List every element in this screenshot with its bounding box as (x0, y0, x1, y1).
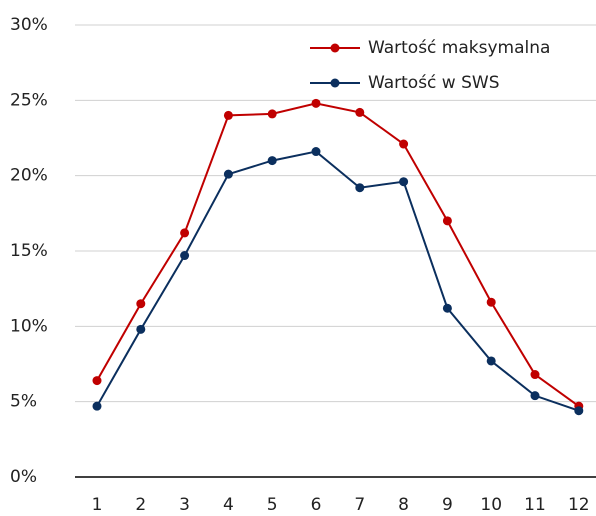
point (355, 107, 365, 117)
x-tick-label: 6 (311, 495, 322, 515)
legend-label: Wartość w SWS (368, 73, 500, 93)
x-tick-label: 3 (179, 495, 190, 515)
point (92, 401, 102, 411)
x-tick-label: 10 (480, 495, 502, 515)
x-tick-label: 8 (398, 495, 409, 515)
x-tick-label: 1 (92, 495, 103, 515)
point (223, 169, 233, 179)
point (267, 109, 277, 119)
point (486, 356, 496, 366)
y-tick-label: 10% (10, 316, 48, 336)
point (267, 156, 277, 166)
point (399, 139, 409, 149)
point (530, 391, 540, 401)
point (136, 299, 146, 309)
point (136, 324, 146, 334)
x-tick-label: 12 (568, 495, 590, 515)
series-line (96, 102, 580, 407)
x-tick-label: 7 (354, 495, 365, 515)
y-tick-label: 15% (10, 241, 48, 261)
point (92, 376, 102, 386)
point (574, 406, 584, 416)
legend-marker (330, 78, 340, 88)
y-tick-label: 30% (10, 15, 48, 35)
legend-marker (330, 43, 340, 53)
x-tick-label: 5 (267, 495, 278, 515)
point (311, 98, 321, 108)
point (223, 110, 233, 120)
point (486, 297, 496, 307)
y-tick-label: 0% (10, 467, 37, 487)
legend-label: Wartość maksymalna (368, 38, 550, 58)
point (180, 228, 190, 238)
point (399, 177, 409, 187)
point (355, 183, 365, 193)
point (530, 370, 540, 380)
point (442, 303, 452, 313)
x-tick-label: 9 (442, 495, 453, 515)
x-tick-label: 2 (135, 495, 146, 515)
x-tick-label: 4 (223, 495, 234, 515)
x-tick-label: 11 (524, 495, 546, 515)
y-tick-label: 20% (10, 166, 48, 186)
y-tick-label: 5% (10, 392, 37, 412)
y-tick-label: 25% (10, 90, 48, 110)
point (180, 251, 190, 261)
point (311, 147, 321, 157)
series-line (96, 150, 580, 412)
point (442, 216, 452, 226)
